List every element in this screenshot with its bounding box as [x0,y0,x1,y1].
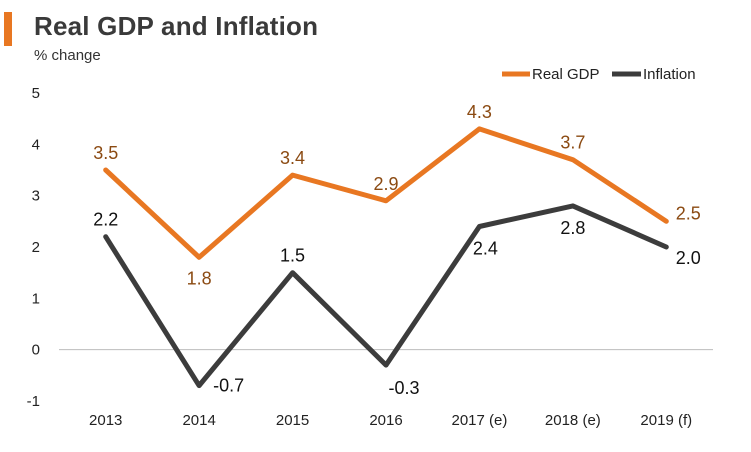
inflation-data-label: 2.2 [93,210,118,230]
title-accent-bar [4,12,12,46]
x-tick-label: 2017 (e) [451,412,507,429]
real-gdp-data-label: 3.7 [560,133,585,153]
real-gdp-data-label: 2.5 [676,203,701,223]
inflation-data-label: 2.8 [560,218,585,238]
inflation-data-label: -0.7 [213,376,244,396]
real-gdp-line [103,126,669,260]
x-tick-label: 2018 (e) [545,412,601,429]
y-tick-label: -1 [27,393,40,410]
real-gdp-data-label: 2.9 [373,174,398,194]
chart-title: Real GDP and Inflation [34,11,319,41]
real-gdp-data-label: 1.8 [187,268,212,288]
y-tick-label: 5 [32,85,40,102]
x-tick-label: 2019 (f) [640,412,692,429]
x-tick-label: 2015 [276,412,309,429]
y-tick-label: 2 [32,239,40,256]
y-tick-label: 1 [32,290,40,307]
real-gdp-data-label: 4.3 [467,102,492,122]
x-tick-label: 2016 [369,412,402,429]
y-tick-label: 0 [32,342,40,359]
x-tick-label: 2014 [182,412,215,429]
inflation-data-label: -0.3 [388,378,419,398]
real-gdp-legend-label: Real GDP [532,66,600,83]
inflation-data-label: 2.0 [676,248,701,268]
inflation-line [103,203,669,389]
real-gdp-data-label: 3.4 [280,148,305,168]
y-tick-label: 3 [32,188,40,205]
inflation-data-label: 1.5 [280,246,305,266]
chart-subtitle: % change [34,47,101,64]
inflation-legend-label: Inflation [643,66,696,83]
x-tick-label: 2013 [89,412,122,429]
inflation-data-label: 2.4 [473,238,498,258]
y-tick-label: 4 [32,136,40,153]
real-gdp-data-label: 3.5 [93,143,118,163]
